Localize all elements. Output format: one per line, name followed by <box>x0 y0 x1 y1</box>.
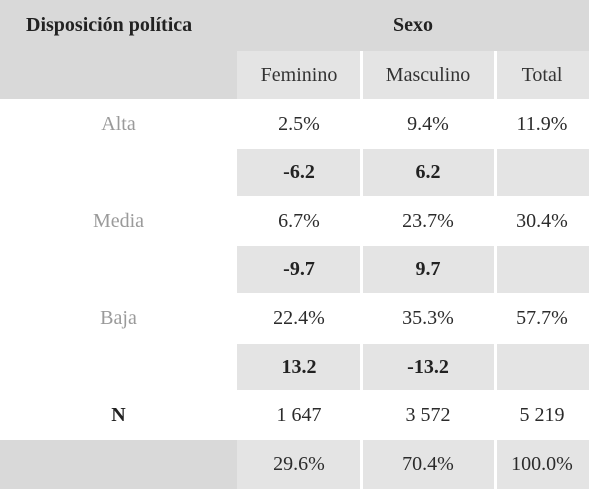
table-cell: 57.7% <box>516 307 568 329</box>
table-cell: 35.3% <box>402 307 454 329</box>
column-divider <box>360 149 363 196</box>
table-cell: -6.2 <box>237 149 361 196</box>
table-cell: 6.2 <box>361 149 495 196</box>
table-cell: 9.7 <box>361 246 495 293</box>
table-cell: 22.4% <box>273 307 325 329</box>
column-header-feminino: Feminino <box>237 51 361 99</box>
row-label: Media <box>92 209 145 232</box>
row-label: Alta <box>101 112 136 135</box>
table-cell: -9.7 <box>237 246 361 293</box>
header-left-shade <box>0 51 237 99</box>
row-label: Baja <box>100 307 137 329</box>
table-header-top: Disposición política Sexo <box>0 0 589 51</box>
column-header-masculino: Masculino <box>361 51 495 99</box>
table-cell: 3 572 <box>405 403 451 426</box>
column-header-total: Total <box>495 51 589 99</box>
table-cell <box>495 149 589 196</box>
table-row: 13.2 -13.2 <box>0 344 589 390</box>
table-cell <box>495 344 589 390</box>
row-header-label: Disposición política <box>26 14 193 36</box>
table-row: Baja 22.4% 35.3% 57.7% <box>0 293 589 344</box>
column-divider <box>494 440 497 489</box>
table-cell <box>495 246 589 293</box>
table-row: 29.6% 70.4% 100.0% <box>0 440 589 489</box>
row-label: N <box>111 403 126 426</box>
table-row: Media 6.7% 23.7% 30.4% <box>0 196 589 246</box>
column-divider <box>494 246 497 293</box>
column-divider <box>360 440 363 489</box>
table-cell: 13.2 <box>237 344 361 390</box>
column-divider <box>494 344 497 390</box>
table-cell: -13.2 <box>361 344 495 390</box>
table-cell: 70.4% <box>361 440 495 489</box>
table-cell: 6.7% <box>278 209 320 232</box>
table-row: Alta 2.5% 9.4% 11.9% <box>0 99 589 149</box>
column-group-header: Sexo <box>393 14 433 36</box>
table-cell: 5 219 <box>519 403 565 426</box>
column-divider <box>494 51 497 99</box>
table-cell: 2.5% <box>278 112 320 135</box>
table-row: -6.2 6.2 <box>0 149 589 196</box>
table-cell: 1 647 <box>276 403 322 426</box>
column-divider <box>360 51 363 99</box>
table-row: -9.7 9.7 <box>0 246 589 293</box>
column-divider <box>360 344 363 390</box>
column-divider <box>494 149 497 196</box>
table-header-sub: Feminino Masculino Total <box>0 51 589 99</box>
table-cell: 30.4% <box>516 209 568 232</box>
table-cell: 29.6% <box>237 440 361 489</box>
table-cell: 9.4% <box>407 112 449 135</box>
row-label <box>0 440 237 489</box>
table-cell: 23.7% <box>402 209 454 232</box>
table-cell: 11.9% <box>516 112 568 135</box>
table-cell: 100.0% <box>495 440 589 489</box>
column-divider <box>360 246 363 293</box>
table-row: N 1 647 3 572 5 219 <box>0 390 589 440</box>
